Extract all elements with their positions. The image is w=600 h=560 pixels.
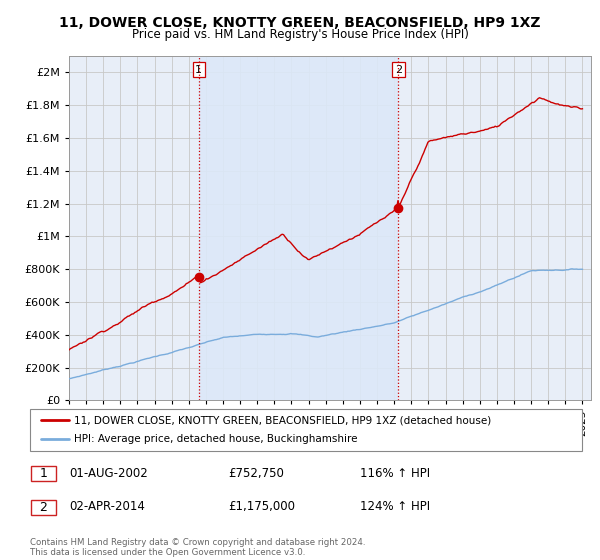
Text: £752,750: £752,750 [228,466,284,480]
Text: 01-AUG-2002: 01-AUG-2002 [69,466,148,480]
Text: Price paid vs. HM Land Registry's House Price Index (HPI): Price paid vs. HM Land Registry's House … [131,28,469,41]
Bar [31,466,56,482]
Text: HPI: Average price, detached house, Buckinghamshire: HPI: Average price, detached house, Buck… [74,435,358,445]
Text: 124% ↑ HPI: 124% ↑ HPI [360,500,430,514]
Text: 02-APR-2014: 02-APR-2014 [69,500,145,514]
Text: 11, DOWER CLOSE, KNOTTY GREEN, BEACONSFIELD, HP9 1XZ (detached house): 11, DOWER CLOSE, KNOTTY GREEN, BEACONSFI… [74,415,491,425]
Bar [31,500,56,515]
Text: 2: 2 [395,64,402,74]
Text: 1: 1 [195,64,202,74]
Text: Contains HM Land Registry data © Crown copyright and database right 2024.
This d: Contains HM Land Registry data © Crown c… [30,538,365,557]
Text: 116% ↑ HPI: 116% ↑ HPI [360,466,430,480]
Bar [199,56,398,400]
Text: 1: 1 [40,467,47,480]
Text: 2: 2 [40,501,47,514]
Text: £1,175,000: £1,175,000 [228,500,295,514]
Text: 11, DOWER CLOSE, KNOTTY GREEN, BEACONSFIELD, HP9 1XZ: 11, DOWER CLOSE, KNOTTY GREEN, BEACONSFI… [59,16,541,30]
